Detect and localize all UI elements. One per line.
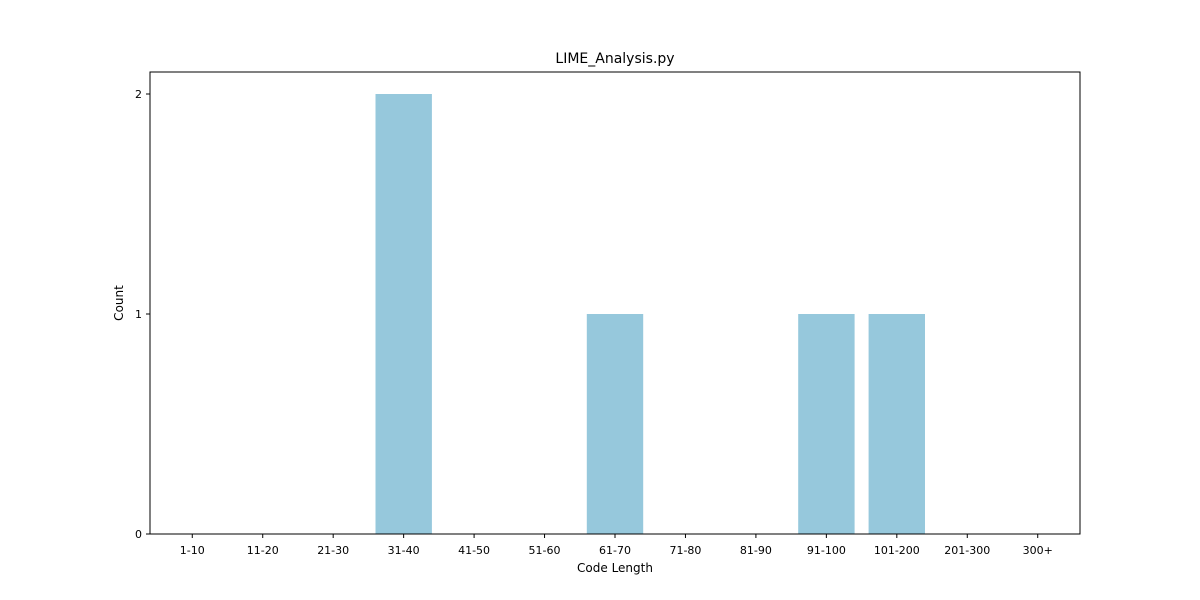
x-axis-ticks: 1-10 11-20 21-30 31-40 41-50 51-60 61-70 71-80 8… bbox=[180, 534, 1053, 557]
x-tick-label: 101-200 bbox=[874, 544, 920, 557]
x-axis-label: Code Length bbox=[577, 561, 653, 575]
bar bbox=[868, 314, 925, 534]
bar bbox=[375, 94, 432, 534]
bar bbox=[586, 314, 644, 534]
y-tick-label: 2 bbox=[135, 88, 142, 101]
y-axis-ticks: 0 1 2 bbox=[135, 88, 150, 541]
x-tick-label: 81-90 bbox=[740, 544, 772, 557]
chart-title: LIME_Analysis.py bbox=[555, 51, 674, 67]
x-tick-label: 51-60 bbox=[529, 544, 561, 557]
bar bbox=[798, 314, 855, 534]
x-tick-label: 41-50 bbox=[458, 544, 490, 557]
x-tick-label: 71-80 bbox=[669, 544, 701, 557]
plot-frame bbox=[149, 71, 1081, 535]
bars-group bbox=[375, 94, 925, 534]
x-tick-label: 1-10 bbox=[180, 544, 205, 557]
x-tick-label: 91-100 bbox=[807, 544, 846, 557]
x-tick-label: 21-30 bbox=[317, 544, 349, 557]
x-tick-label: 61-70 bbox=[599, 544, 631, 557]
y-tick-label: 0 bbox=[135, 528, 142, 541]
x-tick-label: 31-40 bbox=[388, 544, 420, 557]
y-axis-label: Count bbox=[112, 285, 126, 321]
y-tick-label: 1 bbox=[135, 308, 142, 321]
x-tick-label: 300+ bbox=[1023, 544, 1053, 557]
x-tick-label: 11-20 bbox=[247, 544, 279, 557]
x-tick-label: 201-300 bbox=[944, 544, 990, 557]
